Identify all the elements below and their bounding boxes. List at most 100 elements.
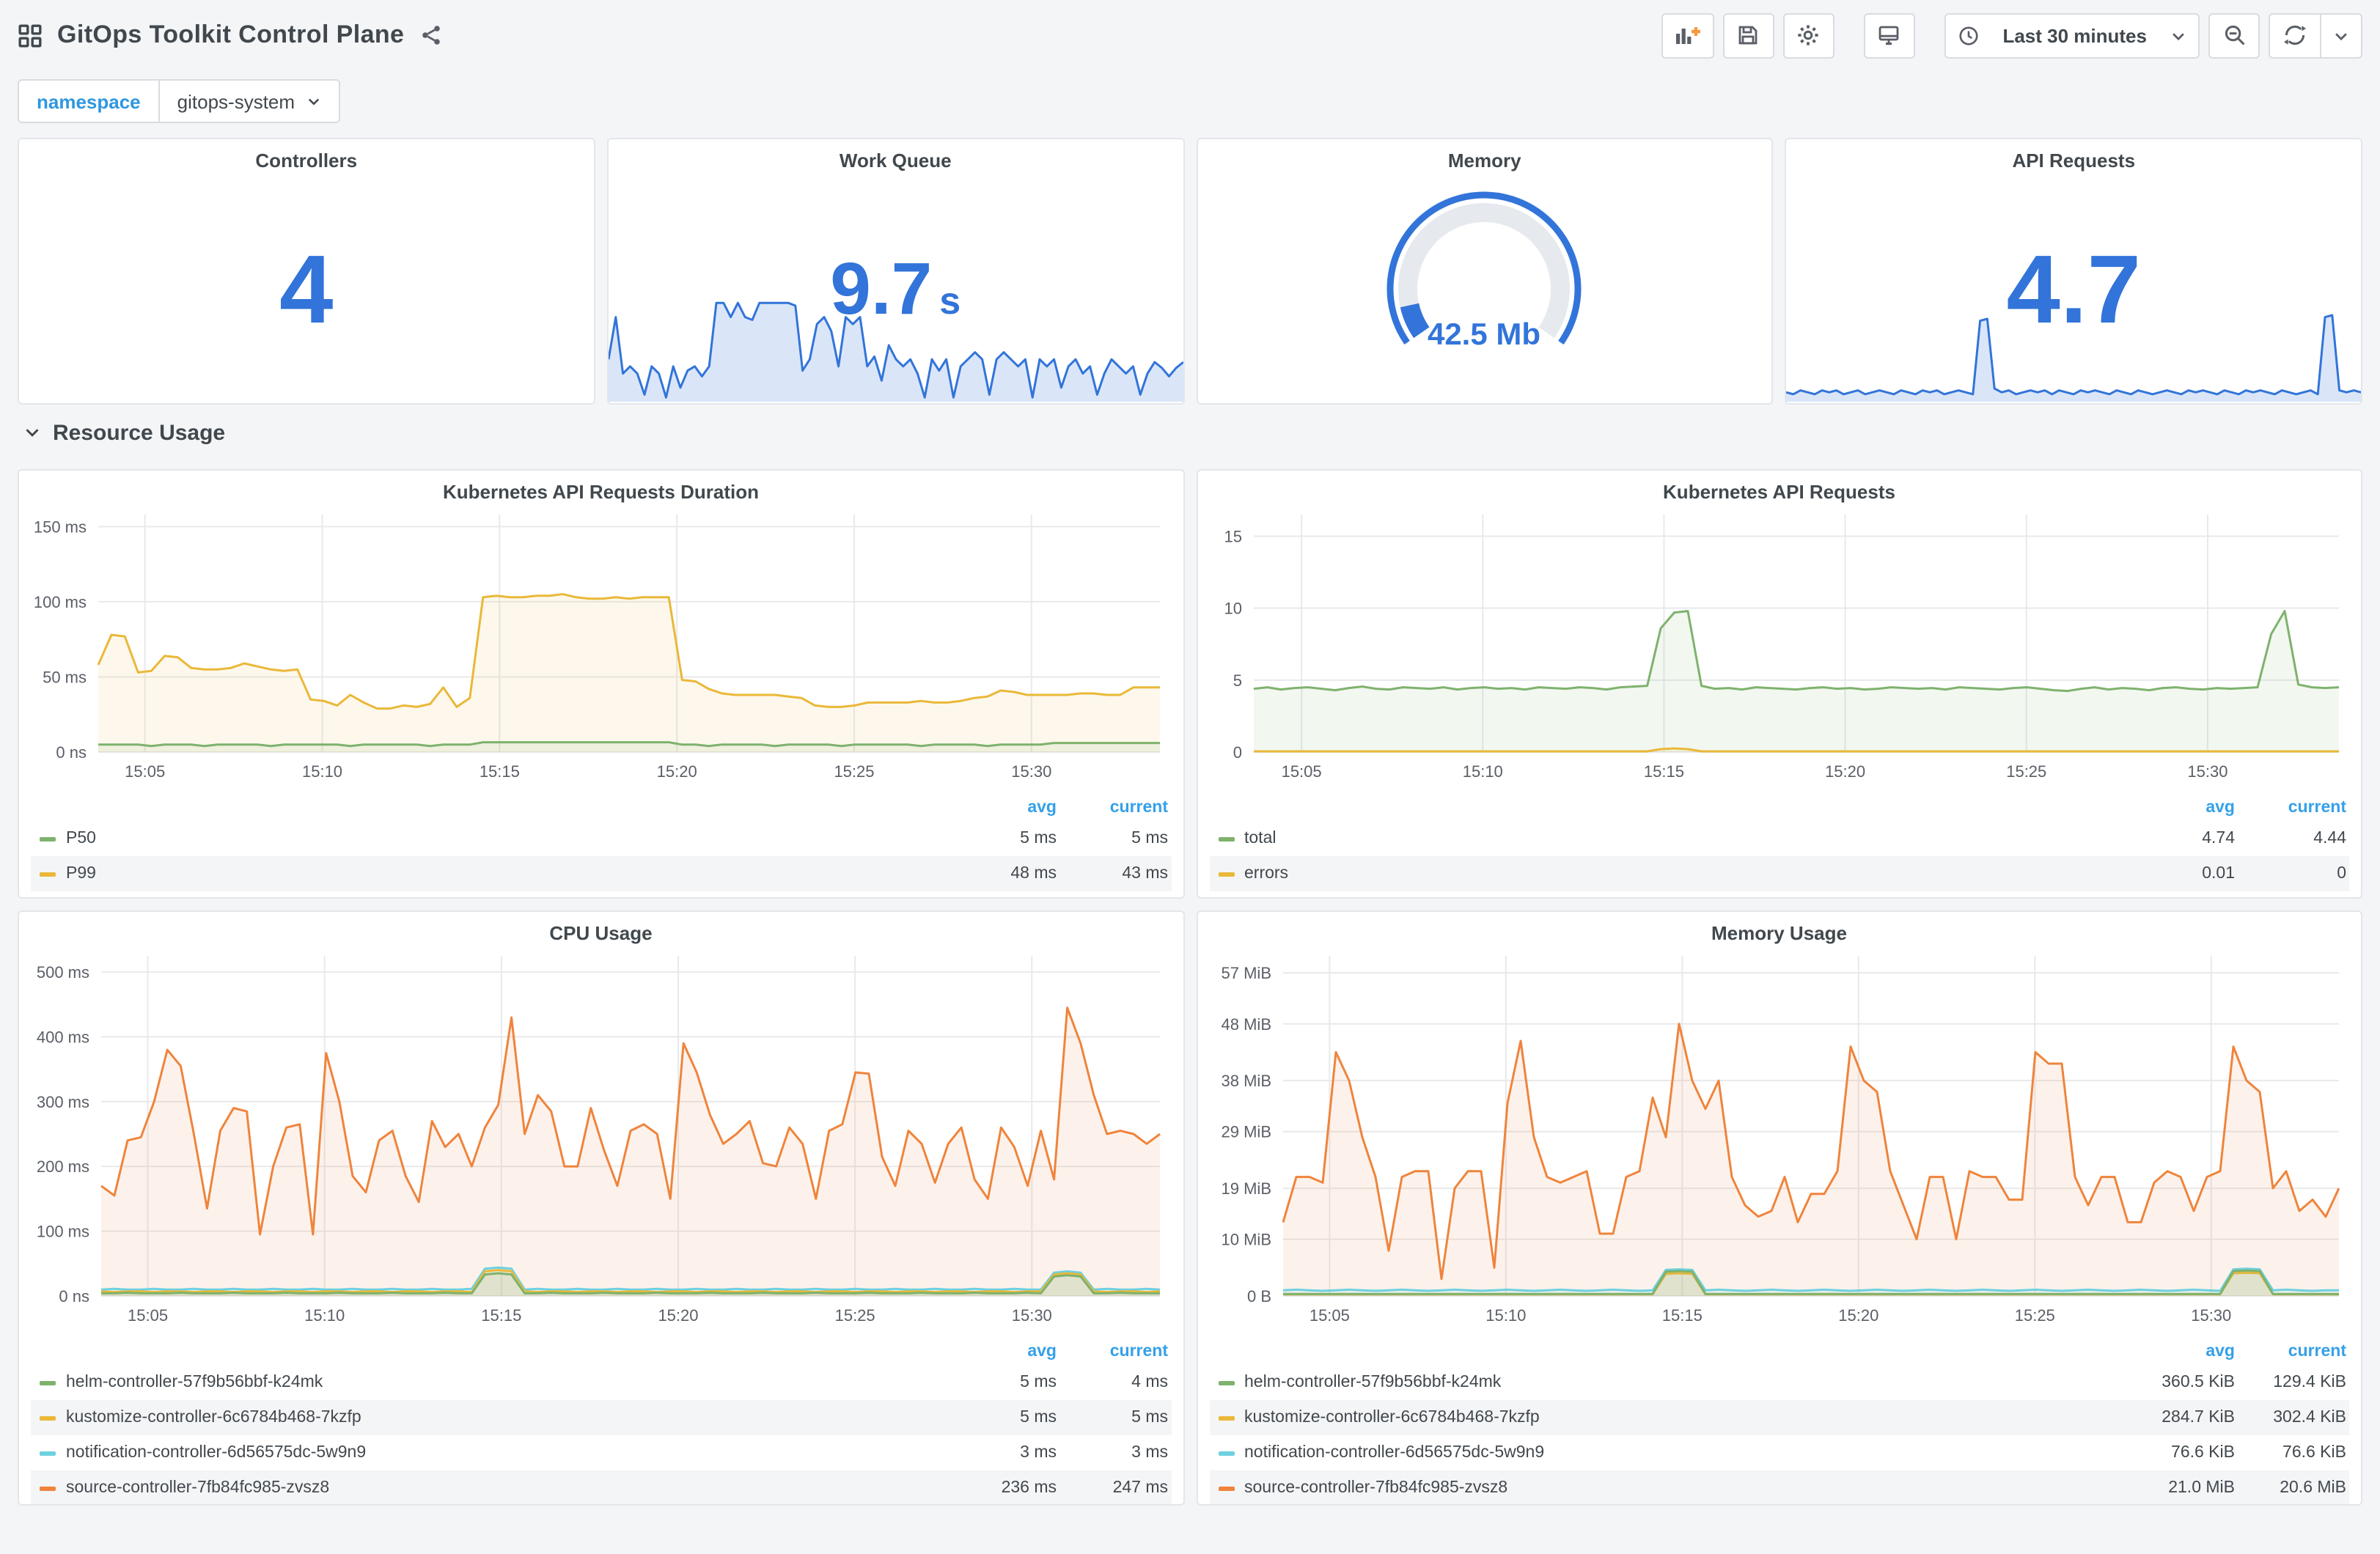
legend-row[interactable]: kustomize-controller-6c6784b468-7kzfp 5 m…: [31, 1400, 1171, 1435]
series-color-swatch: [1218, 836, 1234, 841]
svg-text:15:30: 15:30: [1012, 1306, 1052, 1325]
series-color-swatch: [1218, 1486, 1234, 1490]
panel-title: CPU Usage: [549, 922, 653, 944]
add-panel-icon: [1674, 23, 1700, 47]
namespace-variable-dropdown[interactable]: gitops-system: [159, 79, 341, 123]
svg-text:15:30: 15:30: [2190, 1306, 2230, 1325]
svg-text:15:25: 15:25: [835, 1306, 875, 1325]
legend-sort-current[interactable]: current: [1109, 799, 1168, 817]
legend-header: avg current: [31, 1338, 1171, 1365]
legend: avg current total 4.74 4.44 errors 0.01 0: [1209, 795, 2349, 891]
cpu-usage-chart[interactable]: 15:05 15:10 15:15 15:20 15:25 15:30 0 ns 100 ms…: [31, 947, 1171, 1336]
svg-text:10: 10: [1224, 600, 1241, 618]
k8s-api-requests-duration-chart[interactable]: 15:05 15:10 15:15 15:20 15:25 15:30 0 ns 50 ms 1…: [31, 506, 1171, 792]
legend-sort-current[interactable]: current: [2288, 799, 2346, 817]
panel-title: Kubernetes API Requests: [1663, 481, 1895, 503]
svg-text:100 ms: 100 ms: [37, 1223, 89, 1241]
svg-text:15:15: 15:15: [1661, 1306, 1702, 1325]
svg-text:15:05: 15:05: [1281, 762, 1321, 781]
legend-row[interactable]: helm-controller-57f9b56bbf-k24mk 5 ms 4 ms: [31, 1365, 1171, 1400]
variable-value: gitops-system: [177, 90, 295, 112]
add-panel-button[interactable]: [1661, 12, 1714, 58]
svg-text:5: 5: [1233, 671, 1241, 690]
k8s-api-requests-chart[interactable]: 15:05 15:10 15:15 15:20 15:25 15:30 0 5 10 15: [1209, 506, 2349, 792]
refresh-button[interactable]: [2269, 12, 2320, 58]
series-color-swatch: [1218, 1380, 1234, 1385]
legend-sort-avg[interactable]: avg: [1027, 1343, 1057, 1360]
panel-controllers: Controllers 4: [18, 138, 595, 405]
svg-text:15:25: 15:25: [2005, 762, 2046, 781]
legend-row[interactable]: helm-controller-57f9b56bbf-k24mk 360.5 Ki…: [1209, 1365, 2349, 1400]
panel-memory: Memory 42.5 Mb: [1196, 138, 1774, 405]
svg-text:0: 0: [1233, 743, 1241, 762]
legend-sort-avg[interactable]: avg: [2205, 1343, 2235, 1360]
svg-text:48 MiB: 48 MiB: [1221, 1015, 1271, 1034]
legend-sort-avg[interactable]: avg: [2205, 799, 2235, 817]
refresh-interval-dropdown[interactable]: [2320, 12, 2362, 58]
panel-title: Kubernetes API Requests Duration: [442, 481, 759, 503]
legend-row[interactable]: notification-controller-6d56575dc-5w9n9 3…: [31, 1435, 1171, 1470]
time-range-picker[interactable]: Last 30 minutes: [1944, 12, 2200, 58]
legend-row[interactable]: P99 48 ms 43 ms: [31, 856, 1171, 891]
legend-row[interactable]: notification-controller-6d56575dc-5w9n9 7…: [1209, 1435, 2349, 1470]
legend-row[interactable]: P50 5 ms 5 ms: [31, 821, 1171, 856]
svg-text:500 ms: 500 ms: [37, 963, 89, 982]
svg-text:15:20: 15:20: [1837, 1306, 1878, 1325]
controllers-value: 4: [279, 235, 334, 343]
svg-text:0 B: 0 B: [1246, 1287, 1271, 1306]
memory-usage-chart[interactable]: 15:05 15:10 15:15 15:20 15:25 15:30 0 B 10 MiB 1…: [1209, 947, 2349, 1336]
series-color-swatch: [40, 836, 56, 841]
work-queue-unit: s: [939, 279, 961, 323]
legend: avg current helm-controller-57f9b56bbf-k24…: [1209, 1338, 2349, 1504]
legend-row[interactable]: source-controller-7fb84fc985-zvsz8 236 ms…: [31, 1470, 1171, 1504]
legend-row[interactable]: kustomize-controller-6c6784b468-7kzfp 284…: [1209, 1400, 2349, 1435]
svg-text:15:10: 15:10: [1485, 1306, 1525, 1325]
svg-text:300 ms: 300 ms: [37, 1093, 89, 1111]
chevron-down-icon: [306, 94, 321, 108]
chevron-down-icon: [2333, 27, 2349, 43]
legend-sort-current[interactable]: current: [2288, 1343, 2346, 1360]
clock-icon: [1957, 24, 1979, 46]
legend-sort-avg[interactable]: avg: [1027, 799, 1057, 817]
svg-text:38 MiB: 38 MiB: [1221, 1072, 1271, 1090]
zoom-out-button[interactable]: [2208, 12, 2260, 58]
legend-row[interactable]: source-controller-7fb84fc985-zvsz8 21.0 M…: [1209, 1470, 2349, 1504]
legend-row[interactable]: total 4.74 4.44: [1209, 821, 2349, 856]
legend-header: avg current: [31, 795, 1171, 821]
svg-text:15:10: 15:10: [302, 762, 342, 781]
svg-text:150 ms: 150 ms: [34, 518, 87, 536]
svg-text:15:05: 15:05: [125, 762, 165, 781]
svg-text:15:15: 15:15: [481, 1306, 521, 1325]
svg-text:15:30: 15:30: [2186, 762, 2227, 781]
series-color-swatch: [40, 872, 56, 876]
svg-text:200 ms: 200 ms: [37, 1157, 89, 1176]
series-color-swatch: [1218, 872, 1234, 876]
dashboard-grid-icon[interactable]: [18, 23, 43, 48]
cycle-view-mode-button[interactable]: [1863, 12, 1915, 58]
save-dashboard-button[interactable]: [1722, 12, 1774, 58]
svg-text:15:20: 15:20: [1824, 762, 1865, 781]
legend-row[interactable]: errors 0.01 0: [1209, 856, 2349, 891]
dashboard-settings-button[interactable]: [1782, 12, 1834, 58]
work-queue-sparkline: [608, 286, 1183, 403]
stat-row: Controllers 4 Work Queue 9.7 s Memory 42.…: [18, 138, 2362, 405]
legend-sort-current[interactable]: current: [1109, 1343, 1168, 1360]
svg-text:19 MiB: 19 MiB: [1221, 1179, 1271, 1198]
svg-text:15: 15: [1224, 527, 1241, 545]
panel-title: Work Queue: [839, 150, 952, 172]
svg-text:15:25: 15:25: [834, 762, 874, 781]
svg-text:42.5 Mb: 42.5 Mb: [1428, 316, 1541, 350]
svg-text:15:20: 15:20: [658, 1306, 698, 1325]
legend-header: avg current: [1209, 1338, 2349, 1365]
svg-text:15:10: 15:10: [1462, 762, 1502, 781]
legend-header: avg current: [1209, 795, 2349, 821]
share-icon[interactable]: [419, 23, 442, 47]
row-resource-usage[interactable]: Resource Usage: [18, 408, 2362, 457]
api-requests-sparkline: [1786, 286, 2362, 403]
series-color-swatch: [1218, 1451, 1234, 1455]
svg-text:15:05: 15:05: [128, 1306, 168, 1325]
panel-k8s-api-requests-duration: Kubernetes API Requests Duration 15:05 15…: [18, 469, 1184, 899]
panel-title: API Requests: [2012, 150, 2136, 172]
api-requests-value: 4.7: [2006, 235, 2142, 343]
